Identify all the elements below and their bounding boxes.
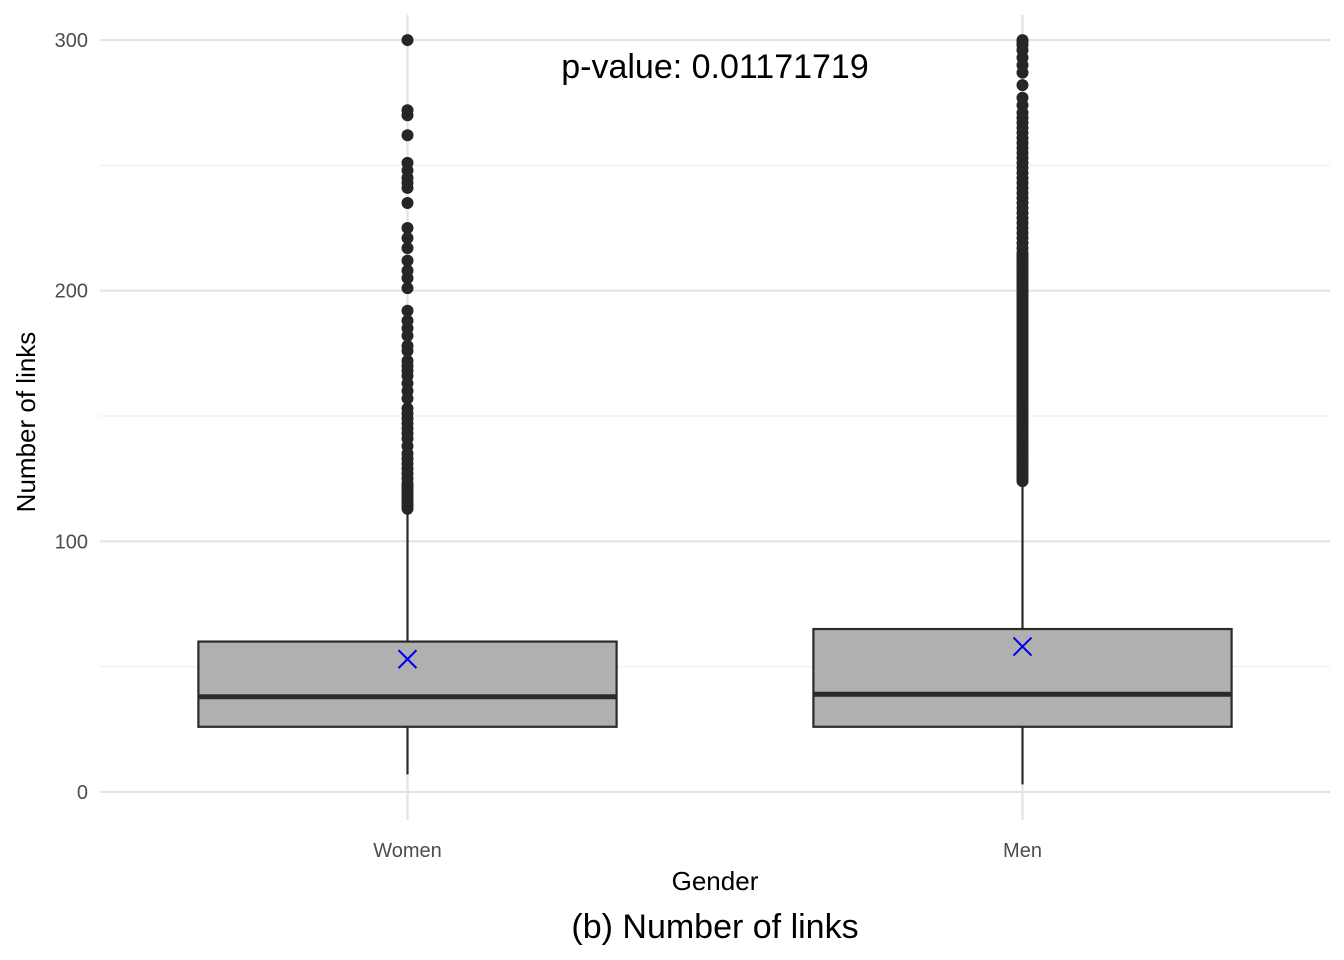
outlier-point bbox=[401, 242, 414, 255]
mean-marker bbox=[397, 649, 418, 669]
x-axis-title: Gender bbox=[672, 866, 759, 896]
outlier-point bbox=[401, 264, 414, 277]
outlier-point bbox=[401, 354, 414, 367]
outlier-point bbox=[401, 129, 414, 142]
box-men bbox=[812, 34, 1233, 785]
mean-marker-stroke bbox=[397, 649, 418, 669]
boxes bbox=[197, 34, 1233, 785]
outlier-point bbox=[401, 314, 414, 327]
mean-marker-stroke bbox=[1012, 636, 1033, 657]
y-axis-ticks: 0 100 200 300 bbox=[55, 30, 88, 804]
x-axis-ticks: Women Men bbox=[373, 840, 1042, 862]
outlier-point bbox=[401, 339, 414, 352]
outlier-point bbox=[1016, 34, 1029, 47]
y-tick-label: 0 bbox=[77, 782, 88, 804]
box-iqr bbox=[197, 640, 618, 728]
figure-caption: (b) Number of links bbox=[571, 908, 858, 946]
y-tick-label: 100 bbox=[55, 531, 88, 553]
outlier-point bbox=[401, 232, 414, 245]
outlier-point bbox=[401, 196, 414, 209]
outlier-point bbox=[401, 304, 414, 317]
x-tick-label: Women bbox=[373, 840, 442, 862]
outlier-point bbox=[401, 402, 414, 415]
y-tick-label: 300 bbox=[55, 30, 88, 52]
outlier-point bbox=[401, 282, 414, 295]
p-value-annotation: p-value: 0.01171719 bbox=[561, 48, 869, 86]
outlier-point bbox=[401, 254, 414, 267]
y-axis-title: Number of links bbox=[11, 332, 41, 513]
y-tick-label: 200 bbox=[55, 281, 88, 303]
box-women bbox=[197, 34, 618, 775]
outlier-point bbox=[1016, 79, 1029, 92]
outlier-point bbox=[401, 104, 414, 117]
outlier-point bbox=[401, 156, 414, 169]
x-tick-label: Men bbox=[1003, 840, 1042, 862]
box-iqr bbox=[812, 627, 1233, 728]
outlier-point bbox=[1016, 91, 1029, 104]
outlier-point bbox=[401, 34, 414, 47]
outlier-point bbox=[401, 222, 414, 235]
mean-marker bbox=[1012, 636, 1033, 657]
